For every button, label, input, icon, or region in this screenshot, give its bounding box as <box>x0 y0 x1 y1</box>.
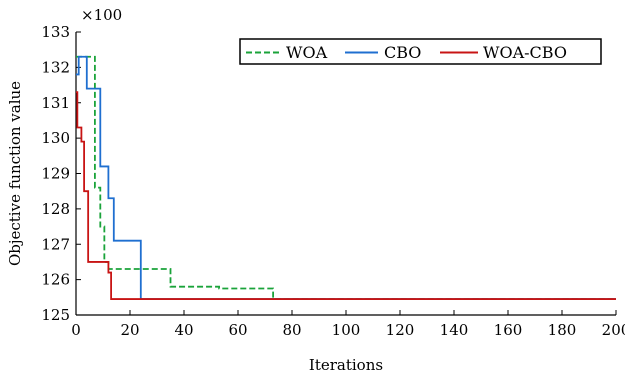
legend-box <box>239 38 602 65</box>
y-tick-label: 127 <box>41 235 70 253</box>
x-tick-label: 180 <box>548 321 577 339</box>
plot-frame <box>75 32 616 316</box>
x-tick-label: 140 <box>440 321 469 339</box>
legend-label-woa-cbo: WOA-CBO <box>483 43 567 62</box>
series-layer <box>76 55 616 300</box>
x-tick-label: 200 <box>602 321 625 339</box>
series-line-woa <box>76 55 616 300</box>
series-line-woa-cbo <box>76 91 616 300</box>
x-tick-label: 60 <box>228 321 247 339</box>
y-tick-label: 131 <box>41 94 70 112</box>
x-axis-title: Iterations <box>309 356 383 374</box>
legend-label-woa: WOA <box>286 43 328 62</box>
y-tick-label: 130 <box>41 129 70 147</box>
legend-label-cbo: CBO <box>384 43 421 62</box>
x-tick-label: 0 <box>71 321 81 339</box>
y-tick-label: 132 <box>41 58 70 76</box>
y-tick-label: 125 <box>41 306 70 324</box>
x-tick-label: 20 <box>120 321 139 339</box>
y-tick-label: 128 <box>41 200 70 218</box>
x-tick-label: 40 <box>174 321 193 339</box>
y-tick-label: 126 <box>41 271 70 289</box>
y-tick-label: 133 <box>41 23 70 41</box>
x-tick-label: 80 <box>282 321 301 339</box>
y-multiplier-label: ×100 <box>81 6 122 24</box>
x-tick-label: 160 <box>494 321 523 339</box>
x-tick-label: 100 <box>332 321 361 339</box>
y-axis-title: Objective function value <box>6 81 24 266</box>
x-tick-label: 120 <box>386 321 415 339</box>
y-ticks: 125 126 127 128 129 130 131 132 133 <box>41 23 81 324</box>
legend: WOA CBO WOA-CBO <box>239 38 602 65</box>
y-tick-label: 129 <box>41 165 70 183</box>
series-line-cbo <box>76 55 616 300</box>
x-ticks: 0 20 40 60 80 100 120 140 160 180 200 <box>71 310 625 339</box>
